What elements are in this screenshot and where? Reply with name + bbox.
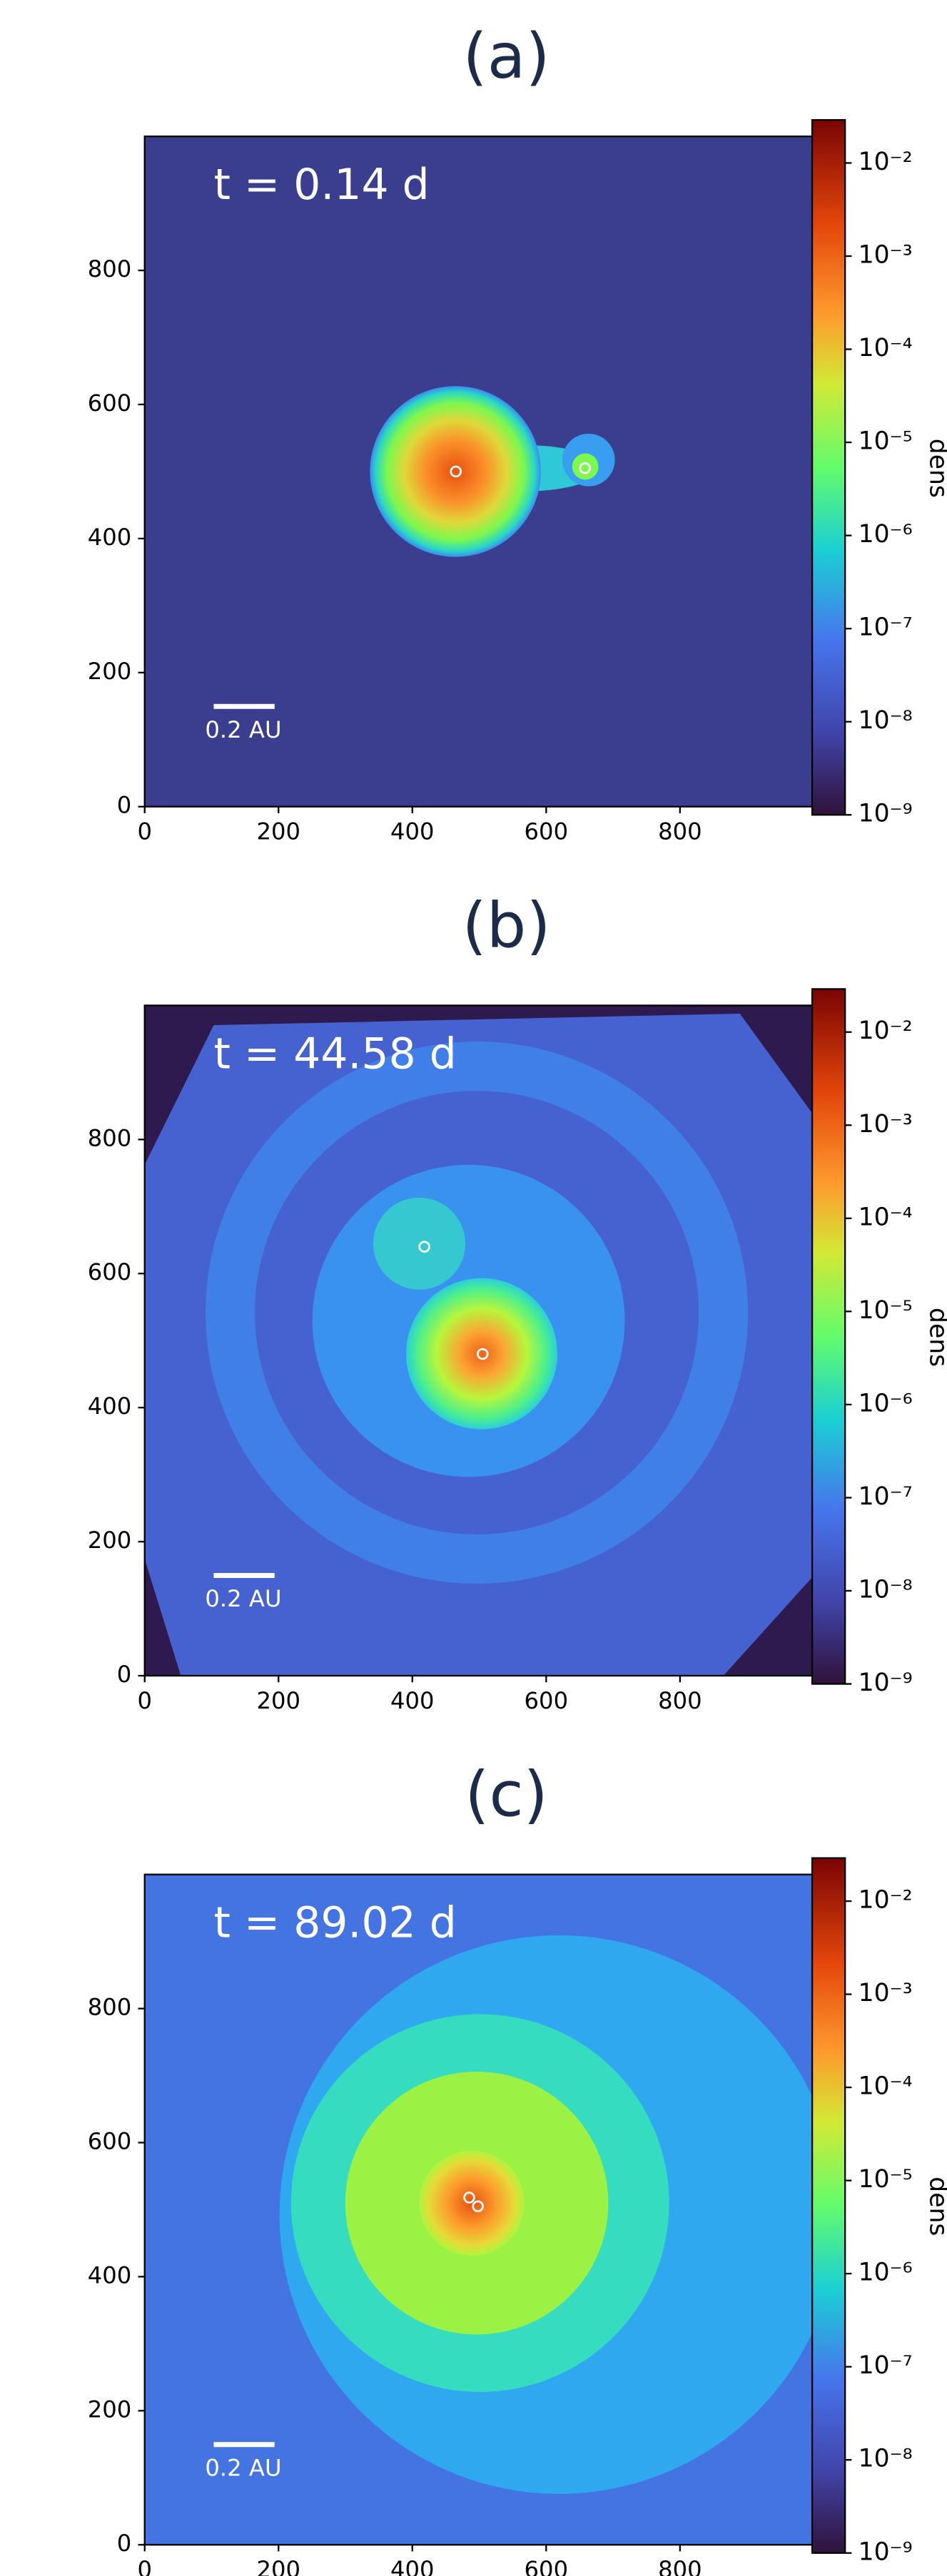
x-tick-label: 200	[256, 818, 300, 845]
density-field	[144, 1005, 814, 1676]
x-tick-label: 0	[137, 1687, 152, 1714]
y-tick-label: 800	[88, 255, 132, 282]
panel: (b) 0 200 400 600 800 0 200 400 600 800 t = 44.58 d…	[88, 889, 947, 1714]
particle	[450, 465, 462, 478]
colorbar-tick-label: 10⁻⁷	[859, 2351, 913, 2380]
colorbar-tick-label: 10⁻⁷	[859, 1482, 913, 1511]
x-tick-label: 200	[256, 1687, 300, 1714]
x-tick-label: 0	[137, 818, 152, 845]
panel-title: (a)	[463, 20, 550, 93]
y-tick-label: 600	[88, 1258, 132, 1286]
x-tick-label: 600	[525, 818, 569, 845]
colorbar-label: dens	[924, 439, 947, 498]
particle	[476, 1348, 489, 1360]
colorbar-tick-label: 10⁻⁹	[859, 1669, 913, 1697]
y-tick-label: 800	[88, 1994, 132, 2021]
y-tick-label: 200	[88, 1527, 132, 1554]
colorbar-tick-label: 10⁻⁶	[859, 2259, 913, 2287]
colorbar-tick-label: 10⁻³	[859, 241, 913, 270]
colorbar-tick-label: 10⁻⁸	[859, 706, 913, 735]
density-field	[144, 136, 814, 807]
colorbar-tick-label: 10⁻⁸	[859, 2445, 913, 2473]
x-tick-label: 800	[658, 1687, 702, 1714]
y-tick-label: 400	[88, 1393, 132, 1420]
density-field	[144, 1874, 814, 2545]
colorbar-tick-label: 10⁻³	[859, 1110, 913, 1139]
y-tick-label: 600	[88, 2127, 132, 2154]
colorbar-tick-label: 10⁻⁴	[859, 334, 913, 362]
colorbar-tick-label: 10⁻⁶	[859, 520, 913, 549]
y-tick-label: 200	[88, 658, 132, 685]
scale-bar-label: 0.2 AU	[205, 716, 281, 743]
colorbar-tick-label: 10⁻⁴	[859, 1203, 913, 1231]
colorbar-tick-label: 10⁻⁷	[859, 614, 913, 642]
x-tick-label: 400	[390, 818, 435, 845]
colorbar	[811, 988, 846, 1685]
y-tick-label: 400	[88, 524, 132, 551]
time-label: t = 89.02 d	[213, 1898, 456, 1948]
panel-title: (b)	[462, 889, 551, 962]
colorbar-label: dens	[924, 1308, 947, 1367]
x-tick-label: 400	[390, 2556, 435, 2576]
y-tick-label: 800	[88, 1124, 132, 1151]
y-tick-label: 0	[117, 2530, 132, 2557]
colorbar-tick-label: 10⁻⁹	[859, 800, 913, 828]
x-tick-label: 800	[658, 818, 702, 845]
colorbar-tick-label: 10⁻²	[859, 148, 913, 176]
x-tick-label: 800	[658, 2556, 702, 2576]
colorbar-tick-label: 10⁻⁵	[859, 2165, 913, 2194]
x-tick-label: 400	[390, 1687, 435, 1714]
x-tick-label: 200	[256, 2556, 300, 2576]
x-tick-label: 600	[525, 2556, 569, 2576]
colorbar-tick-label: 10⁻⁵	[859, 1296, 913, 1325]
y-tick-label: 0	[117, 1661, 132, 1688]
y-tick-label: 200	[88, 2396, 132, 2423]
colorbar-label: dens	[924, 2177, 947, 2236]
colorbar-tick-label: 10⁻⁴	[859, 2072, 913, 2101]
particle	[472, 2200, 484, 2213]
particle	[418, 1241, 430, 1253]
colorbar-tick-label: 10⁻⁸	[859, 1575, 913, 1604]
colorbar-tick-label: 10⁻³	[859, 1979, 913, 2007]
panel: (c) 0 200 400 600 800 0 200 400 600 800 t = 89.02 d…	[88, 1758, 947, 2576]
panel-title: (c)	[465, 1758, 547, 1831]
colorbar	[811, 118, 846, 816]
panel: (a) 0 200 400 600 800 0 200 400 600 800 t = 0.14 d 0…	[88, 20, 947, 845]
y-tick-label: 0	[117, 792, 132, 819]
particle	[463, 2191, 475, 2204]
time-label: t = 44.58 d	[213, 1029, 456, 1079]
scale-bar-label: 0.2 AU	[205, 1585, 281, 1612]
scale-bar-label: 0.2 AU	[205, 2454, 281, 2481]
colorbar-tick-label: 10⁻⁹	[859, 2537, 913, 2566]
colorbar-tick-label: 10⁻²	[859, 1885, 913, 1914]
particle	[579, 462, 592, 474]
colorbar-tick-label: 10⁻⁵	[859, 427, 913, 456]
x-tick-label: 600	[525, 1687, 569, 1714]
time-label: t = 0.14 d	[213, 160, 429, 210]
colorbar	[811, 1857, 846, 2554]
colorbar-tick-label: 10⁻²	[859, 1017, 913, 1045]
x-tick-label: 0	[137, 2556, 152, 2576]
y-tick-label: 600	[88, 390, 132, 417]
colorbar-tick-label: 10⁻⁶	[859, 1389, 913, 1417]
y-tick-label: 400	[88, 2261, 132, 2289]
